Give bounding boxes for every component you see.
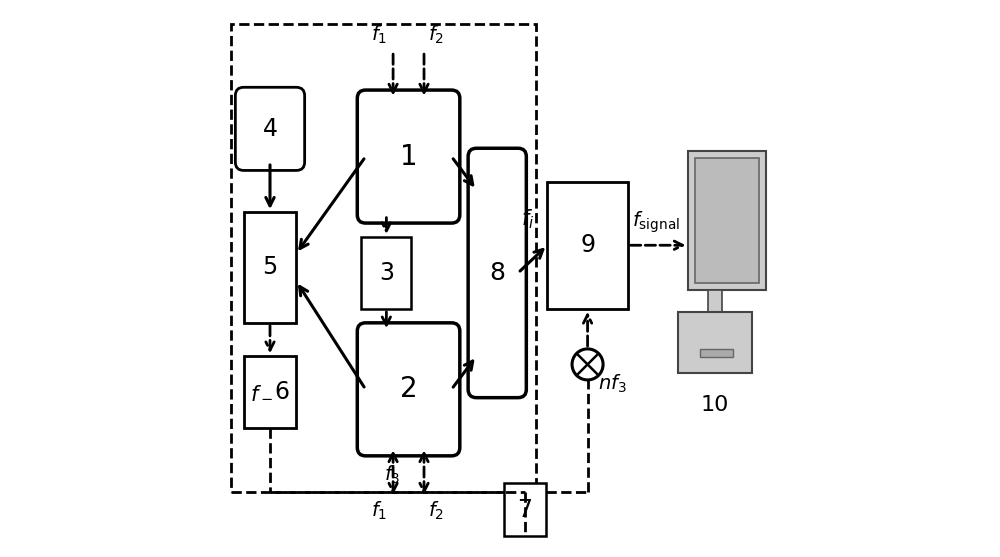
Bar <box>504 483 546 536</box>
Text: 9: 9 <box>580 233 595 257</box>
Bar <box>678 312 752 373</box>
Text: 5: 5 <box>262 256 278 280</box>
FancyBboxPatch shape <box>235 87 305 170</box>
Bar <box>231 23 536 492</box>
Text: $f_i$: $f_i$ <box>521 208 534 231</box>
Text: 1: 1 <box>400 143 417 170</box>
FancyBboxPatch shape <box>357 90 460 223</box>
Text: 6: 6 <box>275 380 290 404</box>
Bar <box>361 237 411 309</box>
Text: $f_3$: $f_3$ <box>384 464 401 486</box>
Text: 4: 4 <box>262 117 277 141</box>
Bar <box>244 356 296 428</box>
FancyBboxPatch shape <box>468 148 526 398</box>
Text: 3: 3 <box>379 261 394 285</box>
Text: $f_{\rm signal}$: $f_{\rm signal}$ <box>632 210 680 235</box>
Text: $f_2$: $f_2$ <box>428 23 444 46</box>
Text: $f_2$: $f_2$ <box>428 500 444 522</box>
Text: 7: 7 <box>517 497 532 521</box>
Text: $f_1$: $f_1$ <box>371 23 387 46</box>
Text: 8: 8 <box>489 261 505 285</box>
Text: $nf_3$: $nf_3$ <box>598 373 626 395</box>
Text: $f_1$: $f_1$ <box>371 500 387 522</box>
Text: $f_-$: $f_-$ <box>250 382 273 402</box>
Bar <box>688 151 766 290</box>
Bar <box>547 182 628 309</box>
Bar <box>708 290 722 312</box>
Bar <box>244 212 296 323</box>
Bar <box>700 349 733 358</box>
Text: 2: 2 <box>400 375 417 403</box>
Bar <box>695 158 759 283</box>
FancyBboxPatch shape <box>357 323 460 456</box>
Text: 10: 10 <box>701 395 729 415</box>
